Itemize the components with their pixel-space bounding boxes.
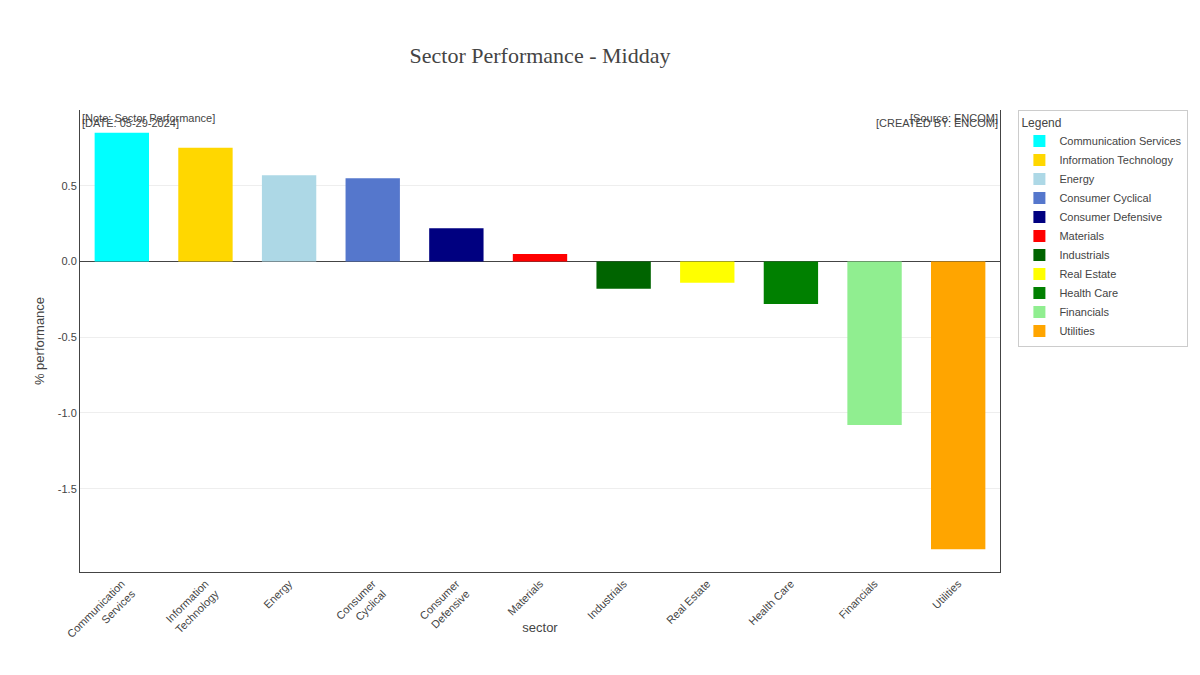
- svg-text:Materials: Materials: [505, 577, 545, 617]
- svg-text:Utilities: Utilities: [930, 577, 964, 611]
- svg-text:Industrials: Industrials: [1059, 249, 1110, 261]
- svg-text:0.0: 0.0: [62, 255, 77, 267]
- svg-text:Real Estate: Real Estate: [664, 578, 713, 627]
- svg-text:0.5: 0.5: [62, 180, 77, 192]
- svg-text:-1.0: -1.0: [58, 407, 77, 419]
- svg-text:ConsumerDefensive: ConsumerDefensive: [417, 577, 472, 632]
- svg-text:ConsumerCyclical: ConsumerCyclical: [334, 577, 389, 632]
- svg-text:InformationTechnology: InformationTechnology: [163, 577, 221, 635]
- svg-text:Consumer Cyclical: Consumer Cyclical: [1059, 192, 1151, 204]
- svg-text:Sector Performance - Midday: Sector Performance - Midday: [410, 43, 671, 68]
- svg-text:Legend: Legend: [1021, 116, 1061, 130]
- svg-text:Information Technology: Information Technology: [1059, 154, 1173, 166]
- svg-text:-0.5: -0.5: [58, 331, 77, 343]
- svg-text:Health Care: Health Care: [746, 578, 796, 628]
- svg-text:Real Estate: Real Estate: [1059, 268, 1116, 280]
- svg-text:[Source: ENCOM]: [Source: ENCOM]: [910, 112, 998, 124]
- svg-text:Energy: Energy: [1059, 173, 1094, 185]
- svg-text:[CREATED BY: ENCOM]: [CREATED BY: ENCOM]: [876, 117, 998, 129]
- svg-text:Industrials: Industrials: [585, 577, 629, 621]
- svg-text:Communication Services: Communication Services: [1059, 135, 1181, 147]
- svg-text:sector: sector: [522, 620, 558, 635]
- svg-text:CommunicationServices: CommunicationServices: [65, 577, 138, 650]
- svg-text:Health Care: Health Care: [1059, 287, 1118, 299]
- svg-text:[DATE: 05-29-2024]: [DATE: 05-29-2024]: [82, 117, 179, 129]
- svg-text:Financials: Financials: [1059, 306, 1109, 318]
- svg-text:Financials: Financials: [836, 577, 880, 621]
- svg-text:% performance: % performance: [32, 297, 47, 385]
- svg-text:Utilities: Utilities: [1059, 325, 1095, 337]
- svg-text:[Note: Sector Performance]: [Note: Sector Performance]: [82, 112, 215, 124]
- svg-text:-1.5: -1.5: [58, 483, 77, 495]
- svg-text:Consumer Defensive: Consumer Defensive: [1059, 211, 1162, 223]
- svg-text:Energy: Energy: [261, 577, 294, 610]
- svg-text:Materials: Materials: [1059, 230, 1104, 242]
